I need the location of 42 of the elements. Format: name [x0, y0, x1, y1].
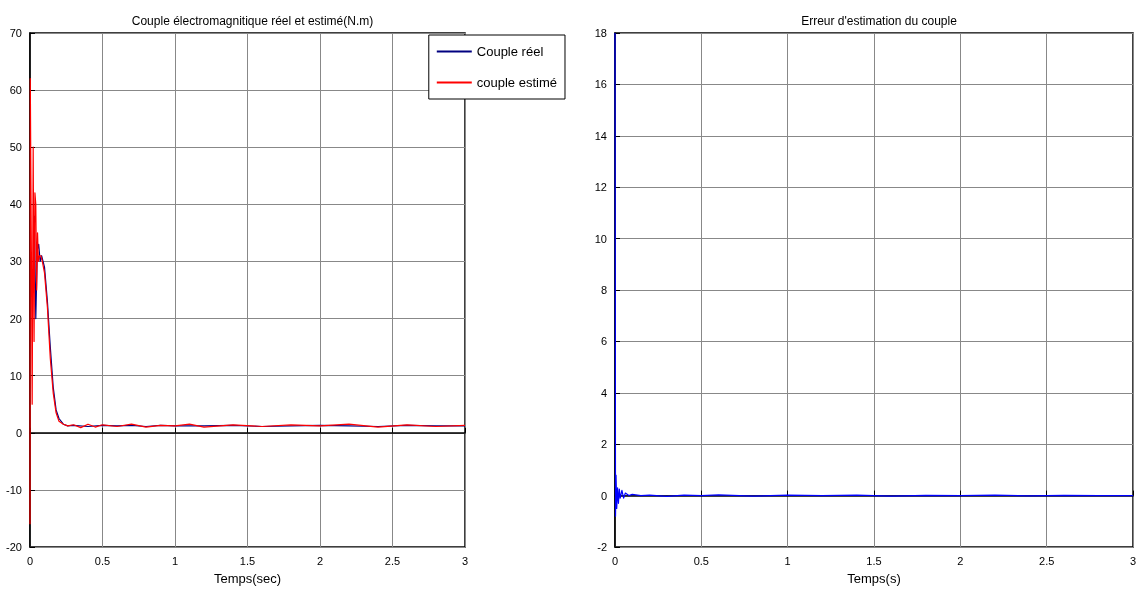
y-tick-label: 8: [600, 284, 607, 296]
y-tick-label: -20: [6, 541, 22, 553]
y-tick-label: 40: [9, 198, 22, 211]
y-tick-label: 10: [594, 232, 607, 245]
x-tick-label: 3: [1129, 554, 1137, 567]
y-tick-label: 60: [9, 84, 22, 97]
x-tick-label: 2: [316, 554, 324, 567]
y-tick-label: 10: [9, 369, 22, 382]
x-tick-label: 1.5: [866, 554, 882, 567]
y-tick-label: 0: [15, 426, 22, 439]
x-axis-title: Temps(sec): [213, 571, 282, 586]
y-tick-label: -10: [6, 483, 22, 496]
x-tick-label: 0: [611, 554, 619, 567]
x-tick-label: 2.5: [1039, 554, 1055, 567]
chart-title: Erreur d'estimation du couple: [801, 14, 958, 28]
y-tick-label: 12: [594, 181, 607, 194]
y-tick-label: 70: [9, 27, 22, 39]
line-series: [29, 78, 466, 525]
x-tick-label: 1: [784, 554, 791, 567]
x-tick-label: 0: [26, 554, 34, 567]
x-tick-label: 2: [957, 554, 964, 567]
x-axis-title: Temps(s): [847, 571, 901, 586]
x-tick-label: 1.5: [239, 554, 256, 567]
chart-title: Couple électromagnitique réel et estimé(N.m): [131, 14, 374, 28]
y-tick-label: 4: [600, 386, 607, 399]
x-tick-label: 1: [171, 554, 179, 567]
y-tick-label: 2: [600, 438, 607, 451]
x-tick-label: 3: [461, 554, 469, 567]
x-tick-label: 0.5: [693, 554, 709, 567]
x-tick-label: 2.5: [384, 554, 401, 567]
y-tick-label: 30: [9, 255, 22, 268]
y-tick-label: 14: [594, 129, 607, 142]
legend-label: Couple réel: [476, 44, 544, 59]
y-tick-label: -2: [597, 541, 607, 553]
legend-label: couple estimé: [476, 75, 558, 90]
x-tick-label: 0.5: [94, 554, 111, 567]
y-tick-label: 16: [594, 78, 607, 91]
y-tick-label: 50: [9, 141, 22, 154]
y-tick-label: 6: [600, 335, 607, 348]
y-tick-label: 18: [594, 27, 607, 39]
y-tick-label: 0: [600, 489, 607, 502]
y-tick-label: 20: [9, 312, 22, 325]
